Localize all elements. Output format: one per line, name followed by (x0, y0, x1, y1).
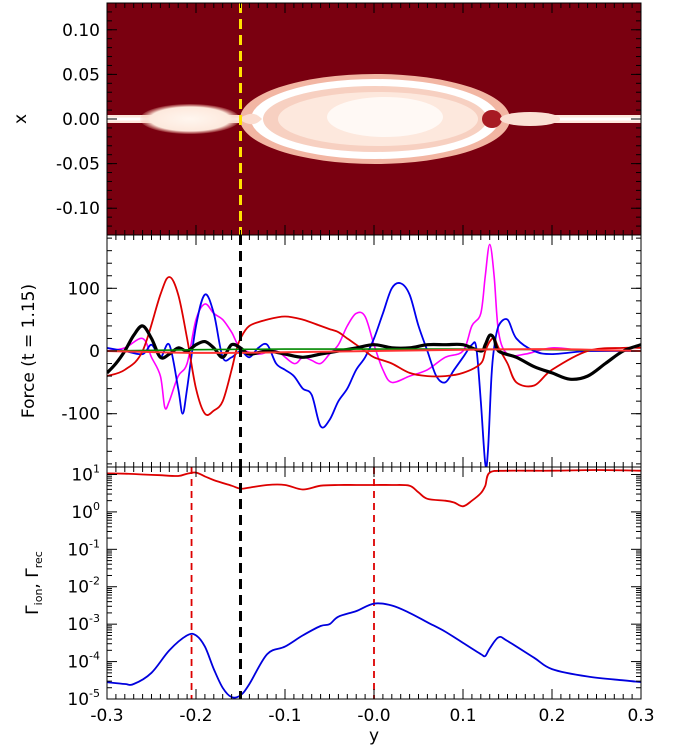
x-tick-label: 0.3 (627, 706, 654, 726)
y-tick-label: 10-2 (67, 575, 100, 598)
y-tick-label: 10-5 (67, 687, 100, 710)
y-tick-label: 0 (89, 342, 100, 362)
x-tick-label: 0.1 (449, 706, 476, 726)
y-tick-label: 0.05 (62, 65, 100, 85)
x-tick-label: -0.2 (179, 706, 212, 726)
x-tick-label: 0.2 (538, 706, 565, 726)
force-series-line (107, 348, 641, 354)
force-series-group (107, 243, 641, 467)
y-tick-label: 10-4 (67, 650, 100, 673)
right-tail (500, 112, 560, 126)
heatmap-structures (107, 74, 641, 164)
rate-y-ticks: 101 100 10-1 10-2 10-3 10-4 10-5 (67, 462, 641, 710)
y-tick-label: 100 (68, 279, 100, 299)
y-tick-label: -100 (61, 405, 100, 425)
force-panel: 100 0 -100 Force (t = 1.15) (19, 234, 642, 468)
rate-series-line (107, 469, 641, 508)
y-tick-label: 10-3 (67, 612, 100, 635)
y-tick-label: 0.00 (62, 110, 100, 130)
y-tick-label: -0.10 (56, 199, 100, 219)
x-axis-label: y (369, 726, 379, 746)
force-series-line (107, 243, 641, 410)
heatmap-panel: 0.10 0.05 0.00 -0.05 -0.10 x (11, 2, 642, 236)
rate-y-axis-label: Γion, Γrec (23, 551, 45, 615)
rate-series-line (107, 602, 641, 699)
small-island (140, 104, 240, 134)
force-y-axis-label: Force (t = 1.15) (19, 284, 39, 418)
x-tick-label: -0.3 (90, 706, 123, 726)
x-tick-label: -0.1 (268, 706, 301, 726)
island-dark-knot (482, 110, 502, 128)
x-tick-label: -0.0 (357, 706, 390, 726)
large-island-center (327, 97, 443, 137)
island-left-tail (238, 113, 262, 125)
rate-red-markers (190, 467, 375, 699)
y-tick-label: 101 (71, 462, 100, 485)
y-tick-label: 0.10 (62, 21, 100, 41)
y-tick-label: 10-1 (67, 537, 100, 560)
y-tick-label: 100 (71, 500, 100, 523)
heatmap-y-axis-label: x (11, 114, 31, 124)
x-axis-ticks: -0.3 -0.2 -0.1 -0.0 0.1 0.2 0.3 (90, 467, 655, 726)
force-series-line (107, 282, 641, 467)
rate-series-group (107, 469, 641, 699)
heatmap-y-ticks: 0.10 0.05 0.00 -0.05 -0.10 (56, 3, 642, 235)
y-tick-label: -0.05 (56, 155, 100, 175)
force-y-ticks: 100 0 -100 (61, 235, 642, 467)
